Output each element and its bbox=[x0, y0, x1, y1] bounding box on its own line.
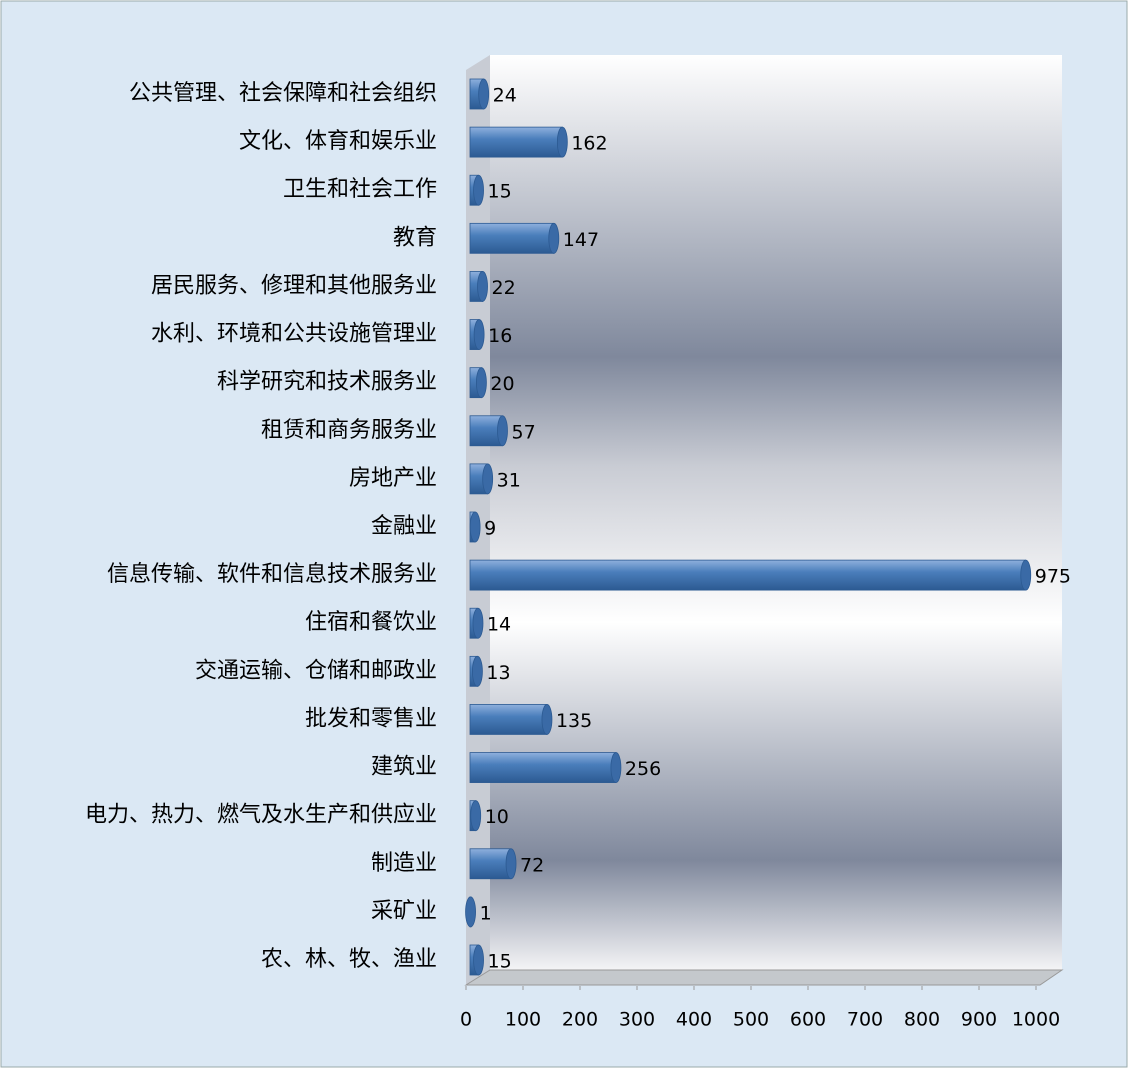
bar-end bbox=[477, 271, 488, 302]
data-label: 147 bbox=[563, 229, 599, 251]
data-label: 72 bbox=[520, 854, 544, 876]
data-label: 10 bbox=[485, 806, 509, 828]
bar-end bbox=[472, 607, 484, 639]
bar-end bbox=[541, 704, 553, 735]
bar-end bbox=[472, 655, 483, 687]
data-label: 16 bbox=[488, 325, 512, 347]
bar bbox=[469, 704, 548, 735]
data-label: 13 bbox=[486, 662, 510, 684]
data-label: 1 bbox=[480, 902, 492, 924]
bar-end bbox=[478, 78, 490, 110]
data-label: 9 bbox=[484, 518, 496, 540]
data-label: 20 bbox=[490, 373, 514, 395]
x-tick-label: 800 bbox=[904, 1009, 940, 1031]
y-tick-label: 居民服务、修理和其他服务业 bbox=[151, 273, 437, 298]
bar-end bbox=[482, 463, 494, 495]
data-label: 15 bbox=[488, 951, 512, 973]
y-tick-label: 卫生和社会工作 bbox=[283, 177, 437, 202]
data-label: 162 bbox=[571, 133, 607, 155]
y-tick-label: 制造业 bbox=[371, 851, 437, 876]
y-tick-label: 教育 bbox=[393, 225, 437, 250]
bar-end bbox=[475, 367, 487, 399]
x-tick-label: 400 bbox=[676, 1009, 712, 1031]
data-label: 57 bbox=[511, 421, 535, 443]
x-tick-label: 900 bbox=[961, 1009, 997, 1031]
bar-end bbox=[469, 511, 481, 543]
bar bbox=[469, 415, 503, 447]
bar bbox=[469, 752, 617, 783]
bar-end bbox=[505, 848, 517, 880]
y-tick-label: 电力、热力、燃气及水生产和供应业 bbox=[85, 803, 437, 828]
bar-end bbox=[610, 752, 622, 783]
bar-end bbox=[497, 415, 508, 447]
x-tick-label: 500 bbox=[733, 1009, 769, 1031]
x-tick-label: 100 bbox=[505, 1009, 541, 1031]
y-tick-label: 农、林、牧、渔业 bbox=[261, 947, 437, 972]
bar-end bbox=[548, 222, 560, 254]
y-tick-label: 信息传输、软件和信息技术服务业 bbox=[107, 562, 437, 587]
data-label: 975 bbox=[1035, 566, 1071, 588]
data-label: 31 bbox=[497, 469, 521, 491]
data-label: 24 bbox=[493, 85, 517, 107]
bar-end bbox=[465, 896, 476, 928]
data-label: 14 bbox=[487, 614, 511, 636]
bar bbox=[469, 848, 512, 880]
bar-end bbox=[473, 319, 485, 350]
x-tick-label: 300 bbox=[619, 1009, 655, 1031]
y-tick-label: 批发和零售业 bbox=[305, 706, 437, 731]
bar-end bbox=[473, 174, 484, 206]
data-label: 135 bbox=[556, 710, 592, 732]
y-tick-label: 交通运输、仓储和邮政业 bbox=[195, 658, 437, 683]
y-tick-label: 房地产业 bbox=[349, 466, 437, 491]
y-tick-label: 租赁和商务服务业 bbox=[261, 418, 437, 443]
bar bbox=[469, 222, 555, 254]
bar-end bbox=[1020, 559, 1032, 591]
x-tick-label: 200 bbox=[562, 1009, 598, 1031]
y-tick-label: 水利、环境和公共设施管理业 bbox=[151, 322, 437, 347]
y-tick-label: 文化、体育和娱乐业 bbox=[239, 129, 437, 154]
x-tick-label: 600 bbox=[790, 1009, 826, 1031]
back-wall bbox=[490, 55, 1062, 970]
y-tick-label: 采矿业 bbox=[371, 899, 437, 924]
x-tick-label: 0 bbox=[460, 1009, 472, 1031]
bar-end bbox=[473, 944, 484, 976]
x-tick-label: 700 bbox=[847, 1009, 883, 1031]
floor bbox=[464, 969, 1064, 986]
bar bbox=[469, 126, 563, 158]
y-tick-label: 建筑业 bbox=[371, 755, 437, 780]
y-tick-label: 公共管理、社会保障和社会组织 bbox=[129, 81, 437, 106]
y-tick-label: 科学研究和技术服务业 bbox=[217, 370, 437, 395]
data-label: 22 bbox=[492, 277, 516, 299]
y-tick-label: 住宿和餐饮业 bbox=[305, 610, 437, 635]
x-tick-label: 1000 bbox=[1012, 1009, 1060, 1031]
y-tick-label: 金融业 bbox=[371, 514, 437, 539]
data-label: 15 bbox=[488, 181, 512, 203]
bar bbox=[469, 559, 1027, 591]
bar-end bbox=[470, 800, 482, 832]
data-label: 256 bbox=[625, 758, 661, 780]
bar-end bbox=[556, 126, 568, 158]
